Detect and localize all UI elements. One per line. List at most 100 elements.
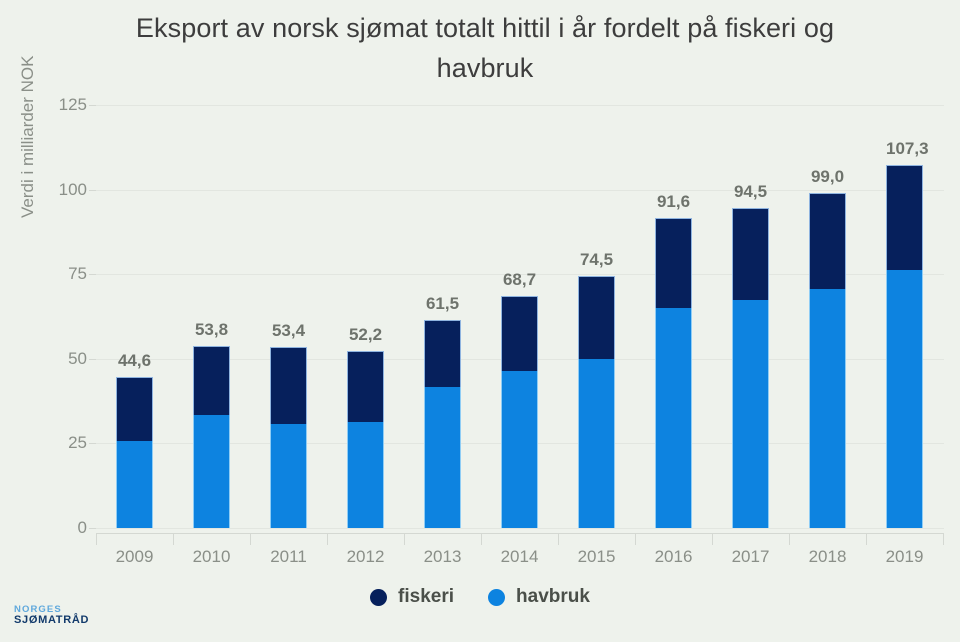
x-tick-mark (250, 533, 251, 545)
x-tick-label-2011: 2011 (270, 547, 307, 566)
x-tick-mark (712, 533, 713, 545)
bar-segment-havbruk[interactable] (193, 415, 230, 528)
stacked-bar[interactable] (424, 319, 461, 528)
gridline (96, 189, 944, 191)
bar-slot[interactable]: 94,5 (712, 105, 789, 528)
bar-slot[interactable]: 53,8 (173, 105, 250, 528)
bar-slot[interactable]: 61,5 (404, 105, 481, 528)
plot-area: 0 25 50 75 100 125 44,6 53,8 53,4 52,2 61,5 68,7 74… (59, 95, 944, 537)
page-title: Eksport av norsk sjømat totalt hittil i … (135, 13, 835, 83)
bar-value-label: 53,4 (271, 321, 306, 341)
stacked-bar[interactable] (809, 193, 846, 528)
bar-segment-havbruk[interactable] (732, 299, 769, 528)
x-tick-mark (327, 533, 328, 545)
bar-segment-fiskeri[interactable] (501, 295, 538, 371)
bar-segment-fiskeri[interactable] (193, 345, 230, 416)
bar-value-label: 94,5 (733, 182, 768, 202)
x-axis-line (96, 533, 944, 534)
stacked-bar[interactable] (116, 377, 153, 528)
bar-segment-fiskeri[interactable] (732, 208, 769, 300)
x-tick-label-2012: 2012 (346, 547, 385, 566)
x-tick-mark (789, 533, 790, 545)
logo-line-sjomatrad: SJØMATRÅD (14, 614, 90, 626)
y-tick-label: 0 (77, 518, 87, 537)
x-tick-label-2016: 2016 (654, 547, 693, 566)
bar-segment-havbruk[interactable] (424, 386, 461, 528)
x-axis: 2009 2010 2011 2012 2013 2014 2015 2016 2017 2018… (96, 533, 944, 577)
bar-segment-fiskeri[interactable] (886, 164, 923, 271)
x-tick-mark (404, 533, 405, 545)
bar-value-label: 52,2 (348, 325, 383, 345)
y-tick-label: 25 (68, 433, 87, 453)
bar-value-label: 53,8 (194, 319, 229, 339)
bar-slot[interactable]: 68,7 (481, 105, 558, 528)
bar-value-label: 99,0 (810, 166, 845, 186)
stacked-bar[interactable] (347, 351, 384, 528)
x-tick-mark (943, 533, 944, 545)
x-tick-mark (173, 533, 174, 545)
y-axis-label: Verdi i milliarder NOK (18, 55, 37, 219)
stacked-bar[interactable] (886, 164, 923, 528)
bar-segment-havbruk[interactable] (886, 270, 923, 528)
gridline (96, 105, 944, 106)
bar-segment-fiskeri[interactable] (116, 377, 153, 441)
stacked-bar[interactable] (655, 218, 692, 528)
bar-segment-havbruk[interactable] (655, 308, 692, 528)
logo-line-norges: NORGES (14, 604, 62, 615)
bar-segment-fiskeri[interactable] (655, 218, 692, 309)
bar-segment-fiskeri[interactable] (809, 193, 846, 289)
bar-slot[interactable]: 91,6 (635, 105, 712, 528)
y-tick-label: 50 (68, 348, 87, 368)
x-tick-label-2009: 2009 (115, 547, 154, 566)
bar-value-label: 61,5 (425, 293, 460, 313)
bar-slot[interactable]: 52,2 (327, 105, 404, 528)
x-tick-mark (635, 533, 636, 545)
stacked-bar[interactable] (270, 347, 307, 528)
x-tick-mark (866, 533, 867, 545)
y-tick-mark (89, 274, 96, 276)
bar-segment-fiskeri[interactable] (578, 275, 615, 360)
stacked-bar[interactable] (501, 295, 538, 528)
bar-value-label: 44,6 (117, 351, 152, 371)
legend-item-fiskeri[interactable]: fiskeri (370, 586, 454, 608)
y-tick-mark (89, 443, 96, 445)
x-tick-mark (96, 533, 97, 545)
bar-segment-havbruk[interactable] (501, 370, 538, 528)
stacked-bar[interactable] (732, 208, 769, 528)
x-tick-mark (481, 533, 482, 545)
bar-value-label: 68,7 (502, 269, 537, 289)
bar-series-group: 44,6 53,8 53,4 52,2 61,5 68,7 74,5 91,6 94,5 99,0… (96, 105, 944, 528)
x-tick-mark (558, 533, 559, 545)
bar-slot[interactable]: 107,3 (866, 105, 943, 528)
y-tick-label: 100 (58, 179, 87, 199)
y-tick-label: 75 (68, 264, 87, 284)
x-tick-label-2010: 2010 (192, 547, 231, 566)
bar-slot[interactable]: 44,6 (96, 105, 173, 528)
y-tick-mark (89, 105, 96, 106)
bar-segment-fiskeri[interactable] (424, 319, 461, 387)
bar-segment-fiskeri[interactable] (347, 351, 384, 423)
bar-slot[interactable]: 53,4 (250, 105, 327, 528)
x-tick-label-2018: 2018 (808, 547, 847, 566)
bar-segment-havbruk[interactable] (347, 422, 384, 528)
x-tick-label-2015: 2015 (577, 547, 616, 566)
bar-slot[interactable]: 74,5 (558, 105, 635, 528)
bar-segment-havbruk[interactable] (809, 288, 846, 528)
x-tick-label-2017: 2017 (731, 547, 770, 566)
y-tick-mark (89, 358, 96, 360)
legend-item-havbruk[interactable]: havbruk (488, 586, 590, 608)
y-tick-mark (89, 528, 96, 529)
bar-segment-havbruk[interactable] (116, 440, 153, 528)
x-tick-label-2014: 2014 (500, 547, 539, 566)
bar-segment-fiskeri[interactable] (270, 347, 307, 424)
bar-segment-havbruk[interactable] (270, 423, 307, 528)
stacked-bar[interactable] (193, 345, 230, 528)
x-tick-label-2013: 2013 (423, 547, 462, 566)
bar-value-label: 91,6 (656, 192, 691, 212)
stacked-bar[interactable] (578, 275, 615, 528)
gridline (96, 274, 944, 276)
bar-slot[interactable]: 99,0 (789, 105, 866, 528)
bar-segment-havbruk[interactable] (578, 359, 615, 528)
bar-value-label: 74,5 (579, 249, 614, 269)
chart-legend: fiskeri havbruk (0, 586, 960, 608)
